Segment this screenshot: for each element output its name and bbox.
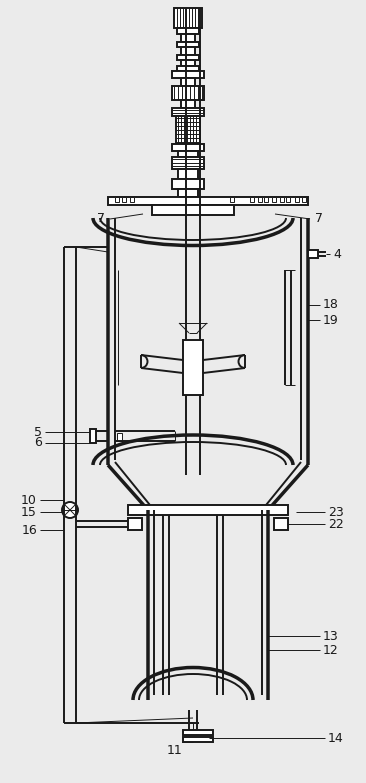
Text: 10: 10 <box>21 493 37 507</box>
Bar <box>117 433 122 441</box>
Bar <box>181 78 195 86</box>
Text: 12: 12 <box>323 644 339 656</box>
Text: 15: 15 <box>21 506 37 518</box>
Text: 13: 13 <box>323 630 339 643</box>
Circle shape <box>198 207 202 212</box>
Circle shape <box>203 207 209 212</box>
Bar <box>308 250 318 258</box>
Bar <box>177 55 199 60</box>
Bar <box>90 429 96 443</box>
Bar <box>181 60 195 66</box>
Bar <box>172 108 204 116</box>
Text: 23: 23 <box>328 506 344 518</box>
Circle shape <box>221 207 227 212</box>
Bar <box>230 197 234 202</box>
Bar <box>183 340 203 395</box>
Text: 6: 6 <box>34 436 42 449</box>
Bar <box>258 197 262 202</box>
Bar <box>174 8 202 28</box>
Text: 18: 18 <box>323 298 339 312</box>
Bar <box>178 189 198 197</box>
Bar <box>172 157 204 169</box>
Bar <box>172 71 204 78</box>
Circle shape <box>160 207 164 212</box>
Circle shape <box>209 207 214 212</box>
Bar <box>183 730 213 735</box>
Text: 22: 22 <box>328 518 344 531</box>
Bar <box>177 28 199 34</box>
Circle shape <box>62 502 78 518</box>
Bar <box>108 197 308 205</box>
Bar <box>172 144 204 151</box>
Circle shape <box>216 207 220 212</box>
Text: 11: 11 <box>167 744 183 756</box>
Bar <box>181 47 195 55</box>
Text: 4: 4 <box>333 247 341 261</box>
Bar <box>115 197 119 202</box>
Text: 7: 7 <box>315 212 323 226</box>
Bar <box>172 179 204 189</box>
Bar <box>302 197 306 202</box>
Bar <box>280 197 284 202</box>
Bar <box>250 197 254 202</box>
Circle shape <box>172 207 176 212</box>
Text: 7: 7 <box>97 212 105 226</box>
Bar <box>122 197 126 202</box>
Text: 19: 19 <box>323 313 339 327</box>
Bar <box>128 518 142 530</box>
Bar <box>172 86 204 100</box>
Bar <box>176 116 200 144</box>
Bar <box>181 34 195 42</box>
Bar <box>177 66 199 71</box>
Text: 5: 5 <box>34 425 42 438</box>
Bar <box>177 42 199 47</box>
Bar <box>183 737 213 742</box>
Bar <box>264 197 268 202</box>
Bar <box>295 197 299 202</box>
Bar <box>272 197 276 202</box>
Text: 16: 16 <box>21 524 37 536</box>
Bar <box>130 197 134 202</box>
Bar <box>178 151 198 157</box>
Bar <box>286 197 290 202</box>
Bar <box>152 205 234 215</box>
Bar <box>178 169 198 179</box>
Bar <box>274 518 288 530</box>
Circle shape <box>165 207 171 212</box>
Bar <box>128 505 288 515</box>
Text: 14: 14 <box>328 731 344 745</box>
Bar <box>181 100 195 108</box>
Circle shape <box>153 207 158 212</box>
